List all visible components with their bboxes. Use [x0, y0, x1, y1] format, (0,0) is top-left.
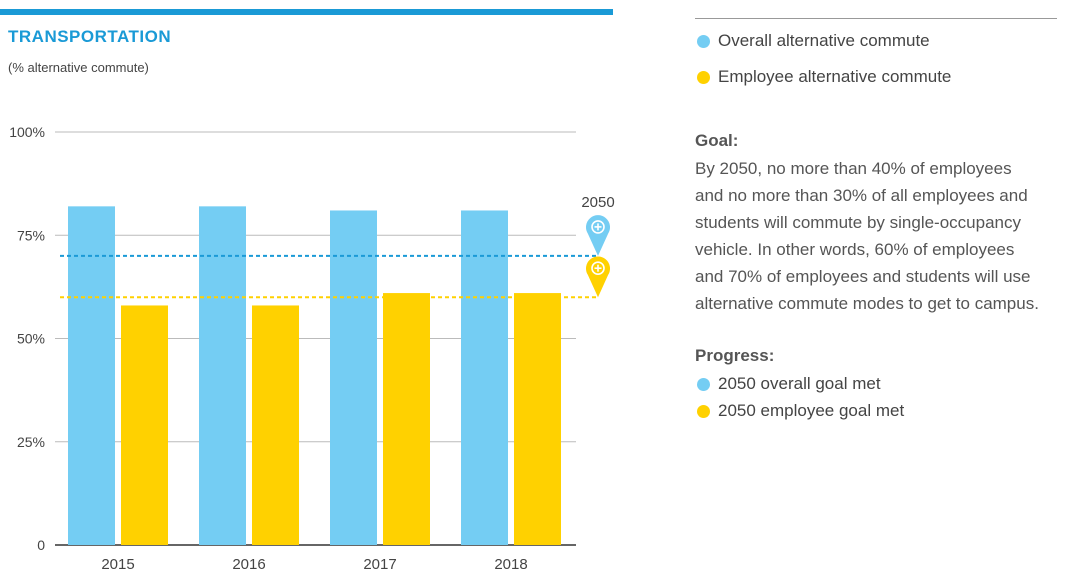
goal-text: By 2050, no more than 40% of employees a… — [695, 155, 1055, 317]
legend-label: Employee alternative commute — [718, 67, 952, 86]
goal-line: and 70% of employees and students will u… — [695, 267, 1031, 286]
chart-subtitle: (% alternative commute) — [8, 60, 149, 75]
progress-dot-blue-icon — [697, 377, 710, 391]
goal-line: alternative commute modes to get to camp… — [695, 294, 1039, 313]
legend-item-employee: Employee alternative commute — [697, 67, 951, 87]
bar-employee — [514, 293, 561, 545]
goal-line: vehicle. In other words, 60% of employee… — [695, 240, 1015, 259]
bar-overall — [68, 206, 115, 545]
chart-title: TRANSPORTATION — [8, 27, 172, 46]
goal-pin-overall-plus-circle — [591, 220, 605, 234]
bar-overall — [461, 210, 508, 545]
goal-line: and no more than 30% of all employees an… — [695, 186, 1028, 205]
bar-chart: 0 25% 50% 75% 100% 2015 2016 2017 2018 2050 — [9, 124, 615, 573]
x-tick-label: 2015 — [101, 556, 134, 573]
goal-marker-label: 2050 — [581, 194, 614, 211]
progress-item-overall: 2050 overall goal met — [697, 374, 881, 394]
bar-overall — [330, 210, 377, 545]
x-tick-label: 2016 — [232, 556, 265, 573]
legend-dot-blue-icon — [697, 34, 710, 48]
legend-item-overall: Overall alternative commute — [697, 31, 930, 51]
x-tick-label: 2017 — [363, 556, 396, 573]
bar-overall — [199, 206, 246, 545]
sidebar-rule — [695, 18, 1057, 19]
goal-heading: Goal: — [695, 131, 739, 150]
progress-label: 2050 overall goal met — [718, 374, 881, 393]
progress-item-employee: 2050 employee goal met — [697, 401, 904, 421]
progress-heading: Progress: — [695, 346, 775, 365]
goal-line: By 2050, no more than 40% of employees — [695, 159, 1012, 178]
y-tick-label: 75% — [17, 227, 45, 243]
bar-employee — [121, 305, 168, 545]
y-tick-label: 0 — [37, 537, 45, 553]
progress-label: 2050 employee goal met — [718, 401, 905, 420]
header-rule — [0, 9, 613, 15]
legend-label: Overall alternative commute — [718, 31, 930, 50]
goal-line: students will commute by single-occupanc… — [695, 213, 1021, 232]
bar-employee — [252, 305, 299, 545]
y-tick-label: 50% — [17, 331, 45, 347]
legend-dot-yellow-icon — [697, 70, 710, 84]
progress-dot-yellow-icon — [697, 404, 710, 418]
y-tick-label: 100% — [9, 124, 45, 140]
bar-employee — [383, 293, 430, 545]
x-tick-label: 2018 — [494, 556, 527, 573]
y-tick-label: 25% — [17, 434, 45, 450]
goal-pin-employee-plus-circle — [591, 261, 605, 276]
